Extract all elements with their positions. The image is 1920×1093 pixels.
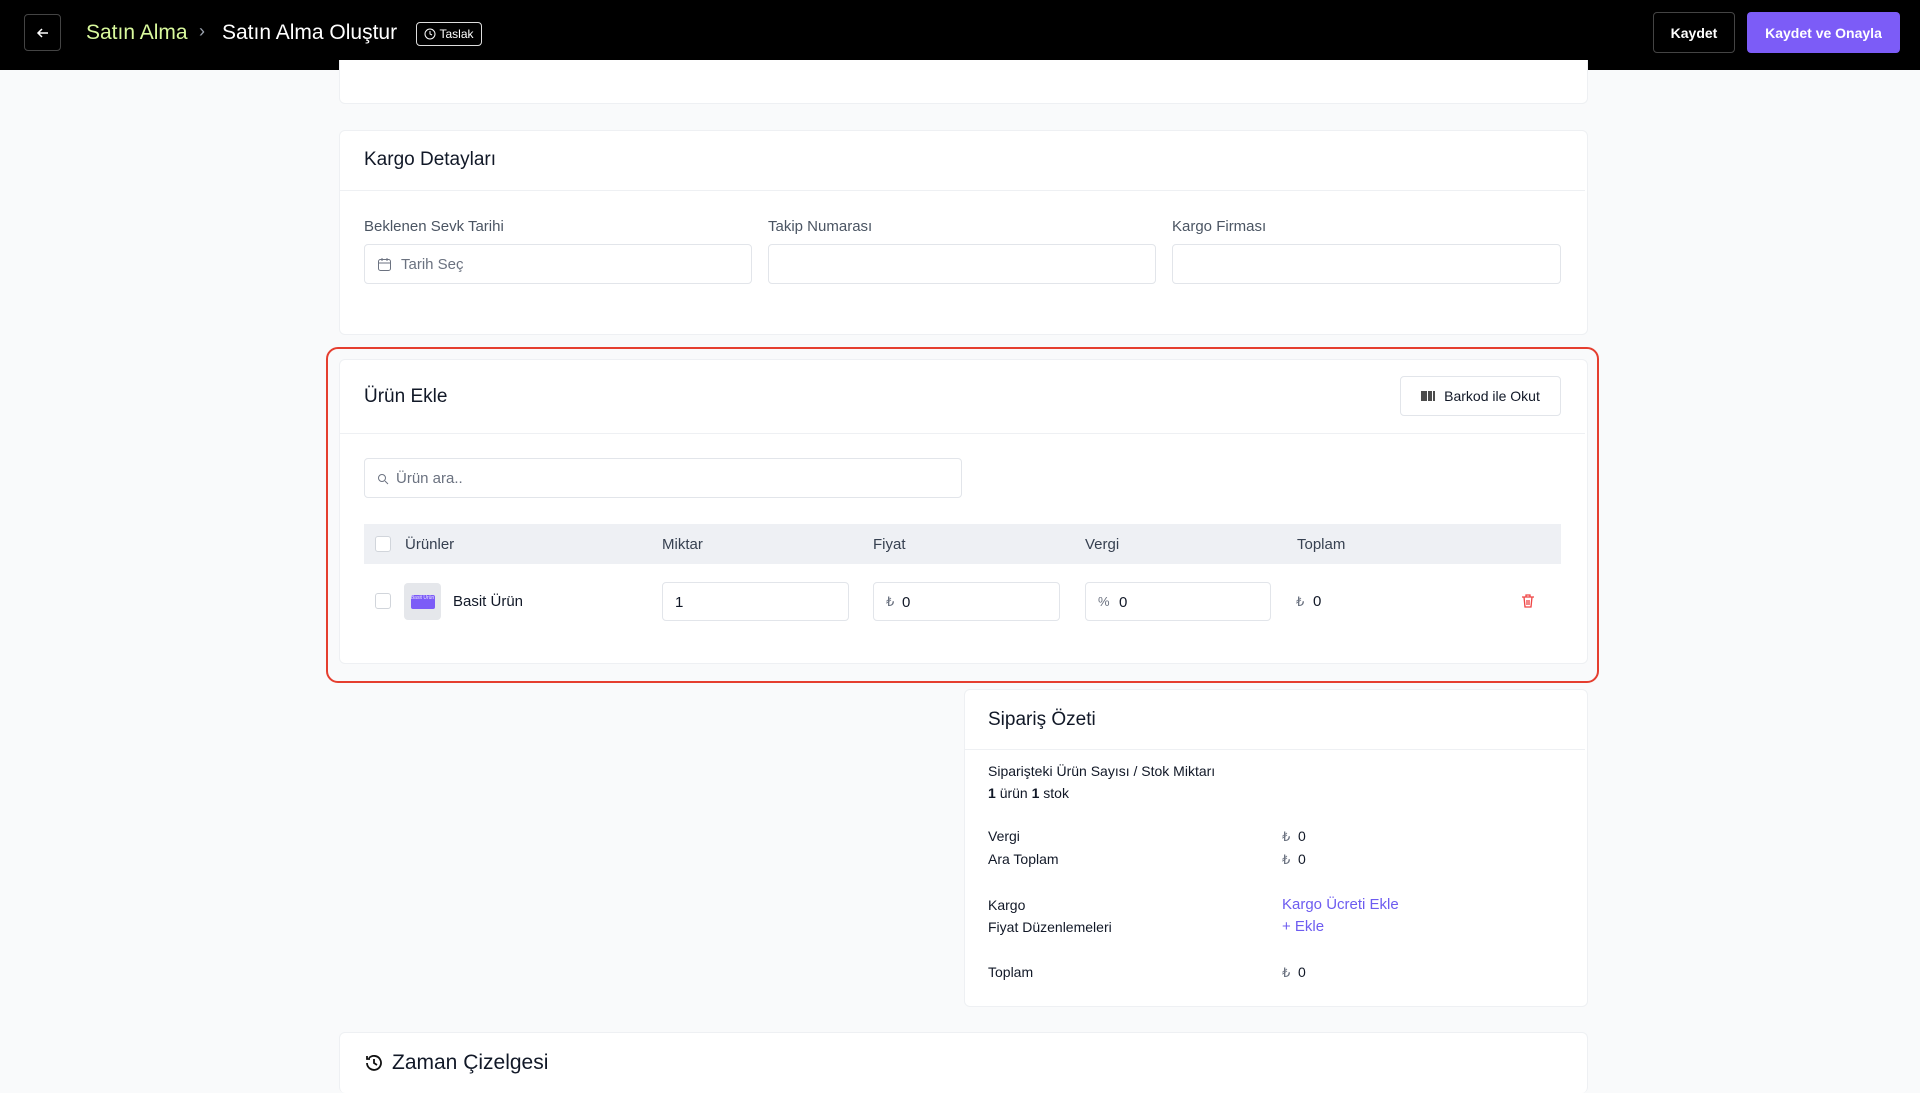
quantity-value: 1 [675, 594, 684, 611]
tax-value: 0 [1119, 594, 1128, 611]
barcode-icon [1421, 391, 1435, 401]
column-header: Fiyat [873, 536, 906, 553]
barcode-text: Barkod ile Okut [1444, 388, 1540, 404]
field-label: Kargo Firması [1172, 218, 1267, 235]
currency-symbol: ₺ [1296, 594, 1305, 609]
divider [965, 749, 1585, 750]
highlight-outline [326, 347, 1599, 683]
product-thumbnail: Basit Ürün [404, 583, 441, 620]
save-approve-button[interactable]: Kaydet ve Onayla [1747, 12, 1900, 53]
products-title: Ürün Ekle [364, 386, 448, 407]
status-badge: Taslak [416, 22, 482, 46]
column-header: Vergi [1085, 536, 1120, 553]
divider [340, 433, 1585, 434]
carrier-input[interactable] [1172, 244, 1561, 284]
product-name: Basit Ürün [453, 593, 524, 610]
column-header: Miktar [662, 536, 703, 553]
previous-card [339, 60, 1588, 104]
price-input[interactable]: ₺ 0 [873, 582, 1060, 621]
cargo-label: Kargo [988, 897, 1026, 913]
column-header: Toplam [1297, 536, 1346, 553]
product-unit: ürün [999, 785, 1028, 801]
product-count: 1 [988, 785, 996, 801]
breadcrumb-separator: › [199, 21, 205, 41]
timeline-icon [366, 1055, 382, 1071]
breadcrumb-parent[interactable]: Satın Alma [86, 21, 188, 44]
cargo-title: Kargo Detayları [364, 149, 497, 170]
currency-symbol: ₺ [886, 594, 895, 609]
thumbnail-label: Basit Ürün [410, 594, 435, 609]
back-icon [36, 27, 48, 38]
stock-unit: stok [1043, 785, 1069, 801]
adjust-action[interactable]: + Ekle [1282, 918, 1325, 935]
tracking-input[interactable] [768, 244, 1156, 284]
tax-label: Vergi [988, 828, 1020, 844]
currency-symbol: ₺ [1282, 965, 1291, 980]
currency-symbol: ₺ [1282, 852, 1291, 867]
column-header: Ürünler [405, 536, 455, 553]
tax-amount: 0 [1298, 828, 1306, 844]
row-total: 0 [1313, 593, 1322, 610]
clock-icon [424, 28, 436, 40]
field-label: Takip Numarası [768, 218, 873, 235]
breadcrumb-current: Satın Alma Oluştur [222, 21, 398, 44]
subtotal-amount: 0 [1298, 851, 1306, 867]
adjust-label: Fiyat Düzenlemeleri [988, 919, 1112, 935]
back-button[interactable] [24, 14, 61, 51]
stock-count: 1 [1031, 785, 1040, 801]
subtotal-label: Ara Toplam [988, 851, 1059, 867]
delete-icon[interactable] [1520, 593, 1536, 609]
total-label: Toplam [988, 964, 1034, 980]
count-label: Siparişteki Ürün Sayısı / Stok Miktarı [988, 763, 1216, 779]
calendar-icon [378, 258, 391, 271]
save-button[interactable]: Kaydet [1653, 12, 1735, 53]
tax-input[interactable]: % 0 [1085, 582, 1271, 621]
count-value: 1 ürün 1 stok [988, 785, 1069, 801]
cargo-action[interactable]: Kargo Ücreti Ekle [1282, 896, 1399, 913]
status-text: Taslak [439, 27, 474, 41]
timeline-title: Zaman Çizelgesi [392, 1051, 549, 1074]
top-bar: Satın Alma › Satın Alma Oluştur Taslak K… [0, 0, 1920, 70]
placeholder: Ürün ara.. [396, 470, 463, 487]
search-input[interactable]: Ürün ara.. [364, 458, 962, 498]
barcode-button[interactable]: Barkod ile Okut [1400, 376, 1561, 416]
row-checkbox[interactable] [375, 593, 391, 609]
divider [340, 190, 1585, 191]
total-amount: 0 [1298, 964, 1306, 980]
summary-title: Sipariş Özeti [988, 709, 1096, 730]
select-all-checkbox[interactable] [375, 536, 391, 552]
field-label: Beklenen Sevk Tarihi [364, 218, 504, 235]
tax-symbol: % [1098, 594, 1110, 609]
date-input[interactable]: Tarih Seç [364, 244, 752, 284]
cargo-card [339, 130, 1588, 335]
placeholder: Tarih Seç [401, 256, 464, 273]
price-value: 0 [902, 594, 911, 611]
quantity-input[interactable]: 1 [662, 582, 849, 621]
table-header [364, 524, 1561, 564]
currency-symbol: ₺ [1282, 829, 1291, 844]
summary-card [964, 689, 1588, 1007]
search-icon [378, 474, 389, 485]
